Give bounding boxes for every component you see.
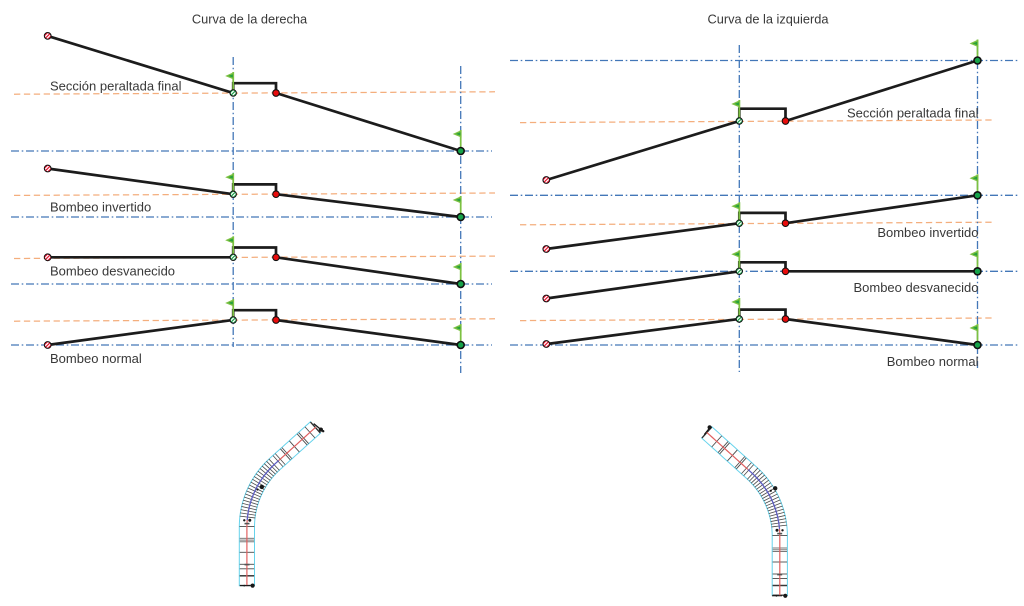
- svg-text:Bombeo invertido: Bombeo invertido: [877, 225, 978, 240]
- svg-text:Sección peraltada final: Sección peraltada final: [847, 106, 979, 121]
- svg-text:Bombeo desvanecido: Bombeo desvanecido: [853, 280, 978, 295]
- svg-text:Bombeo normal: Bombeo normal: [887, 354, 979, 369]
- svg-text:Bombeo invertido: Bombeo invertido: [50, 200, 151, 215]
- svg-text:Bombeo desvanecido: Bombeo desvanecido: [50, 264, 175, 279]
- svg-text:Curva de la izquierda: Curva de la izquierda: [708, 12, 830, 27]
- svg-text:Sección peraltada final: Sección peraltada final: [50, 79, 182, 94]
- svg-text:Curva de la derecha: Curva de la derecha: [192, 12, 308, 27]
- svg-text:Bombeo normal: Bombeo normal: [50, 351, 142, 366]
